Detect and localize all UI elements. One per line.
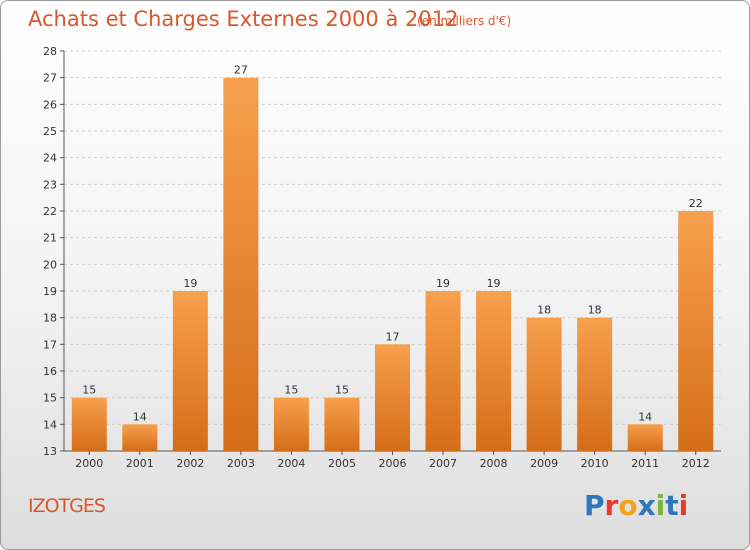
chart-unit: (en milliers d'€) [417, 14, 512, 28]
y-tick-label: 23 [43, 178, 57, 191]
y-tick-label: 20 [43, 258, 57, 271]
bar-2011 [627, 424, 663, 451]
bar-2010 [577, 317, 613, 451]
data-label-2006: 17 [386, 330, 400, 343]
y-tick-label: 21 [43, 232, 57, 245]
data-label-2005: 15 [335, 384, 349, 397]
x-tick-label-2006: 2006 [379, 457, 407, 470]
y-tick-label: 17 [43, 338, 57, 351]
data-label-2010: 18 [588, 304, 602, 317]
proxiti-logo[interactable]: Proxiti [584, 489, 689, 522]
bar-2008 [476, 291, 512, 451]
data-label-2000: 15 [82, 384, 96, 397]
y-tick-label: 26 [43, 98, 57, 111]
data-label-2009: 18 [537, 304, 551, 317]
x-tick-label-2004: 2004 [277, 457, 305, 470]
bar-2012 [678, 211, 714, 451]
x-tick-label-2003: 2003 [227, 457, 255, 470]
y-tick-label: 22 [43, 205, 57, 218]
y-tick-label: 28 [43, 45, 57, 58]
data-label-2008: 19 [487, 277, 501, 290]
data-label-2004: 15 [284, 384, 298, 397]
bar-2006 [375, 344, 410, 451]
y-tick-label: 25 [43, 125, 57, 138]
bar-2005 [324, 397, 360, 451]
x-tick-label-2005: 2005 [328, 457, 356, 470]
x-tick-label-2011: 2011 [631, 457, 659, 470]
bar-2003 [223, 77, 259, 452]
data-label-2012: 22 [689, 197, 703, 210]
commune-name: IZOTGES [28, 495, 106, 517]
data-label-2007: 19 [436, 277, 450, 290]
bar-2007 [425, 291, 461, 451]
y-tick-label: 16 [43, 365, 57, 378]
data-label-2001: 14 [133, 410, 147, 423]
bar-2002 [172, 291, 208, 451]
x-tick-label-2012: 2012 [682, 457, 710, 470]
bar-2001 [122, 424, 158, 451]
data-label-2011: 14 [638, 410, 652, 423]
bar-2004 [273, 397, 309, 451]
y-tick-label: 24 [43, 152, 57, 165]
y-tick-label: 15 [43, 392, 57, 405]
y-tick-label: 18 [43, 312, 57, 325]
x-tick-label-2007: 2007 [429, 457, 457, 470]
bar-2000 [71, 397, 107, 451]
x-tick-label-2001: 2001 [126, 457, 154, 470]
x-tick-label-2000: 2000 [75, 457, 103, 470]
y-tick-label: 27 [43, 72, 57, 85]
x-tick-label-2002: 2002 [176, 457, 204, 470]
chart-title: Achats et Charges Externes 2000 à 2012 [28, 7, 459, 31]
x-tick-label-2008: 2008 [480, 457, 508, 470]
data-label-2003: 27 [234, 64, 248, 77]
data-label-2002: 19 [183, 277, 197, 290]
y-tick-label: 13 [43, 445, 57, 458]
y-tick-label: 19 [43, 285, 57, 298]
bar-2009 [526, 317, 562, 451]
y-tick-label: 14 [43, 418, 57, 431]
x-tick-label-2009: 2009 [530, 457, 558, 470]
x-tick-label-2010: 2010 [581, 457, 609, 470]
